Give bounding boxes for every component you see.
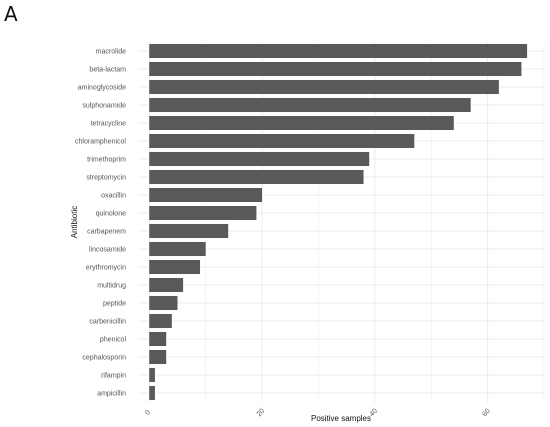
y-tick-label: peptide [103,301,126,308]
y-tick-label: phenicol [100,337,127,344]
y-tick-label: macrolide [96,49,126,56]
bars [149,43,528,401]
y-tick-label: cephalosporin [82,355,126,362]
bar-erythromycin [149,259,201,275]
bar-quinolone [149,205,257,221]
x-tick-label: 60 [481,408,492,419]
bar-aminoglycoside [149,79,499,95]
bar-oxacillin [149,187,263,203]
bar-trimethoprim [149,151,370,167]
bar-carbapenem [149,223,229,239]
y-tick-label: trimethoprim [87,157,126,164]
y-tick-label: oxacillin [101,193,126,200]
y-tick-label: rifampin [101,373,126,380]
bar-ampicillin [149,385,155,401]
bar-cephalosporin [149,349,167,365]
y-tick-label: sulphonamide [82,103,126,110]
bar-rifampin [149,367,155,383]
y-tick-label: lincosamide [89,247,126,254]
x-tick-label: 20 [256,408,267,419]
y-axis-title: Antibiotic [70,206,79,238]
y-tick-label: ampicillin [97,391,126,398]
y-tick-label: chloramphenicol [75,139,126,146]
y-tick-label: multidrug [97,283,126,290]
panel-label: A [4,2,18,26]
bar-lincosamide [149,241,206,257]
x-tick-label: 40 [369,408,380,419]
y-tick-labels: macrolide beta-lactam aminoglycoside sulpho… [75,49,126,398]
y-tick-label: streptomycin [86,175,126,182]
bar-sulphonamide [149,97,471,113]
y-tick-label: carbenicillin [89,319,126,326]
bar-phenicol [149,331,167,347]
x-tick-labels: 0 20 40 60 [144,408,491,419]
y-tick-label: erythromycin [86,265,126,272]
y-tick-label: tetracycline [91,121,127,128]
y-tick-label: quinolone [96,211,126,218]
bar-macrolide [149,43,528,59]
bar-streptomycin [149,169,364,185]
bar-beta-lactam [149,61,522,77]
bar-carbenicillin [149,313,172,329]
grid-lines [138,42,545,402]
y-tick-label: beta-lactam [89,67,126,74]
y-tick-label: carbapenem [87,229,126,236]
bar-chloramphenicol [149,133,415,149]
y-tick-label: aminoglycoside [78,85,126,92]
bar-peptide [149,295,178,311]
x-tick-label: 0 [144,409,152,417]
bar-tetracycline [149,115,454,131]
x-axis-title: Positive samples [311,414,371,423]
bar-multidrug [149,277,184,293]
